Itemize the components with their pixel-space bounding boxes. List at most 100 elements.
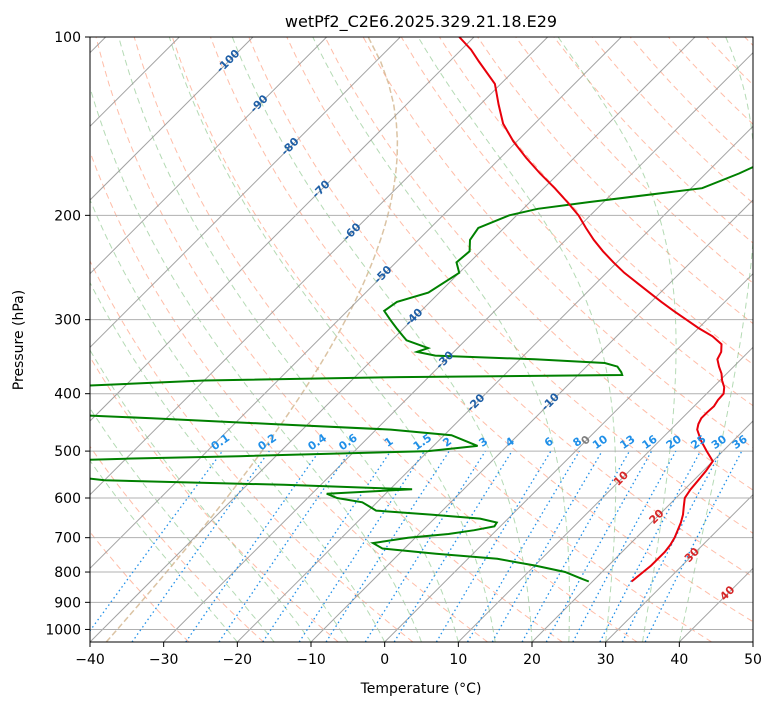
- dry-adiabat-line: [90, 445, 264, 642]
- moist-adiabat-line: [90, 407, 275, 642]
- moist-adiabat-line: [90, 198, 386, 642]
- background-lines: [90, 37, 753, 642]
- dry-adiabat-line: [438, 37, 753, 366]
- isotherm-line: [605, 493, 753, 642]
- plot-frame: [89, 36, 754, 643]
- x-tick-label: 20: [523, 652, 541, 668]
- moist-adiabat-line: [90, 349, 312, 642]
- mixing-ratio-label: 36: [730, 432, 750, 452]
- dry-adiabat-line: [286, 37, 753, 534]
- moist-adiabat-line: [557, 37, 677, 642]
- mixing-ratio-line: [131, 450, 270, 642]
- dry-adiabat-line: [133, 37, 638, 642]
- x-tick-label: 40: [670, 652, 688, 668]
- moist-adiabat-line: [90, 85, 422, 642]
- isotherm-label: 30: [682, 545, 702, 565]
- y-tick-label: 300: [54, 313, 81, 329]
- x-tick-label: −40: [75, 652, 105, 668]
- temperature-profile-line: [458, 37, 726, 583]
- dry-adiabat-line: [171, 37, 712, 642]
- mixing-ratio-label: 30: [709, 432, 729, 452]
- line-labels: 0.1 0.2 0.4 0.6 1 1.5 2 3 4 6 8 10 13 16 20 25 30 36-100-…: [209, 47, 750, 604]
- mixing-ratio-label: 0.1: [209, 431, 232, 453]
- dry-adiabat-line: [95, 37, 563, 642]
- mixing-ratio-line: [364, 450, 486, 642]
- mixing-ratio-line: [466, 450, 580, 642]
- isotherm-line: [90, 37, 254, 201]
- dry-adiabat-line: [90, 150, 488, 642]
- pressure-gridlines: [90, 37, 753, 630]
- mixing-ratio-line: [185, 450, 320, 642]
- mixing-ratio-label: 0.2: [256, 431, 279, 453]
- x-tick-label: 30: [597, 652, 615, 668]
- moist-adiabat-line: [168, 37, 496, 642]
- dry-adiabat-line: [324, 37, 753, 491]
- y-tick-label: 100: [54, 30, 81, 46]
- isotherm-line: [384, 272, 753, 642]
- y-tick-label: 200: [54, 208, 81, 224]
- moist-adiabat-line: [417, 37, 617, 642]
- mixing-ratio-line: [218, 450, 351, 642]
- mixing-ratio-label: 20: [664, 432, 684, 452]
- y-tick-label: 700: [54, 531, 81, 547]
- y-tick-label: 1000: [45, 622, 81, 638]
- isotherm-line: [752, 641, 753, 642]
- moist-adiabat-line: [90, 459, 238, 642]
- mixing-ratio-label: 10: [590, 432, 610, 452]
- y-tick-label: 900: [54, 595, 81, 611]
- moist-adiabat-line: [231, 37, 533, 642]
- mixing-ratio-label: 13: [617, 433, 637, 452]
- y-axis-ticks: 1000 900 800 700 600 500 400 300 200 100: [45, 30, 90, 638]
- isotherm-label: -30: [433, 348, 456, 371]
- isotherm-line: [90, 37, 328, 275]
- x-axis-ticks: −40 −30 −20 −10 0 10 20 30 40 50: [75, 642, 762, 668]
- mixing-ratio-line: [572, 450, 677, 642]
- moist-adiabat-line: [312, 37, 570, 642]
- isotherm-label: 40: [717, 583, 737, 603]
- mixing-ratio-line: [435, 450, 552, 642]
- x-tick-label: 10: [449, 652, 467, 668]
- mixing-ratio-line: [599, 450, 702, 642]
- y-axis-label: Pressure (hPa): [11, 290, 27, 390]
- dry-adiabat-line: [90, 259, 414, 642]
- dry-adiabat-line: [744, 37, 753, 47]
- dry-adiabat-line: [591, 37, 753, 204]
- y-tick-label: 800: [54, 565, 81, 581]
- mixing-ratio-line: [298, 450, 425, 642]
- isotherm-label: -40: [402, 306, 425, 329]
- moist-adiabat-line: [90, 281, 349, 642]
- isotherm-line: [90, 37, 696, 642]
- freezing-reference-line: [105, 37, 399, 642]
- mixing-ratio-line: [325, 450, 450, 642]
- profiles: [90, 37, 753, 583]
- x-tick-label: −10: [296, 652, 326, 668]
- x-tick-label: −20: [223, 652, 253, 668]
- mixing-ratio-lines: [90, 450, 743, 642]
- dry-adiabat-line: [90, 531, 190, 642]
- isotherm-line: [90, 37, 401, 349]
- y-tick-label: 600: [54, 491, 81, 507]
- mixing-ratio-line: [545, 450, 653, 642]
- isotherm-label: -90: [247, 92, 270, 115]
- y-tick-label: 500: [54, 444, 81, 460]
- isotherm-line: [90, 37, 622, 570]
- dry-adiabat-line: [477, 37, 753, 325]
- y-tick-label: 400: [54, 387, 81, 403]
- isotherm-line: [457, 346, 753, 642]
- dry-adiabat-line: [668, 37, 753, 125]
- x-tick-label: −30: [149, 652, 179, 668]
- x-tick-label: 50: [744, 652, 762, 668]
- isotherm-line: [163, 51, 753, 642]
- mixing-ratio-label: 16: [640, 432, 660, 452]
- dry-adiabat-line: [248, 37, 753, 578]
- isotherm-line: [531, 420, 753, 642]
- mixing-ratio-label: 1: [382, 435, 396, 450]
- isotherm-line: [310, 199, 753, 642]
- dry-adiabat-line: [515, 37, 753, 284]
- mixing-ratio-label: 0.4: [306, 431, 330, 453]
- isotherm-line: [90, 37, 549, 496]
- chart-title: wetPf2_C2E6.2025.329.21.18.E29: [285, 12, 557, 32]
- isotherm-line: [90, 37, 475, 422]
- isotherm-line: [236, 125, 753, 642]
